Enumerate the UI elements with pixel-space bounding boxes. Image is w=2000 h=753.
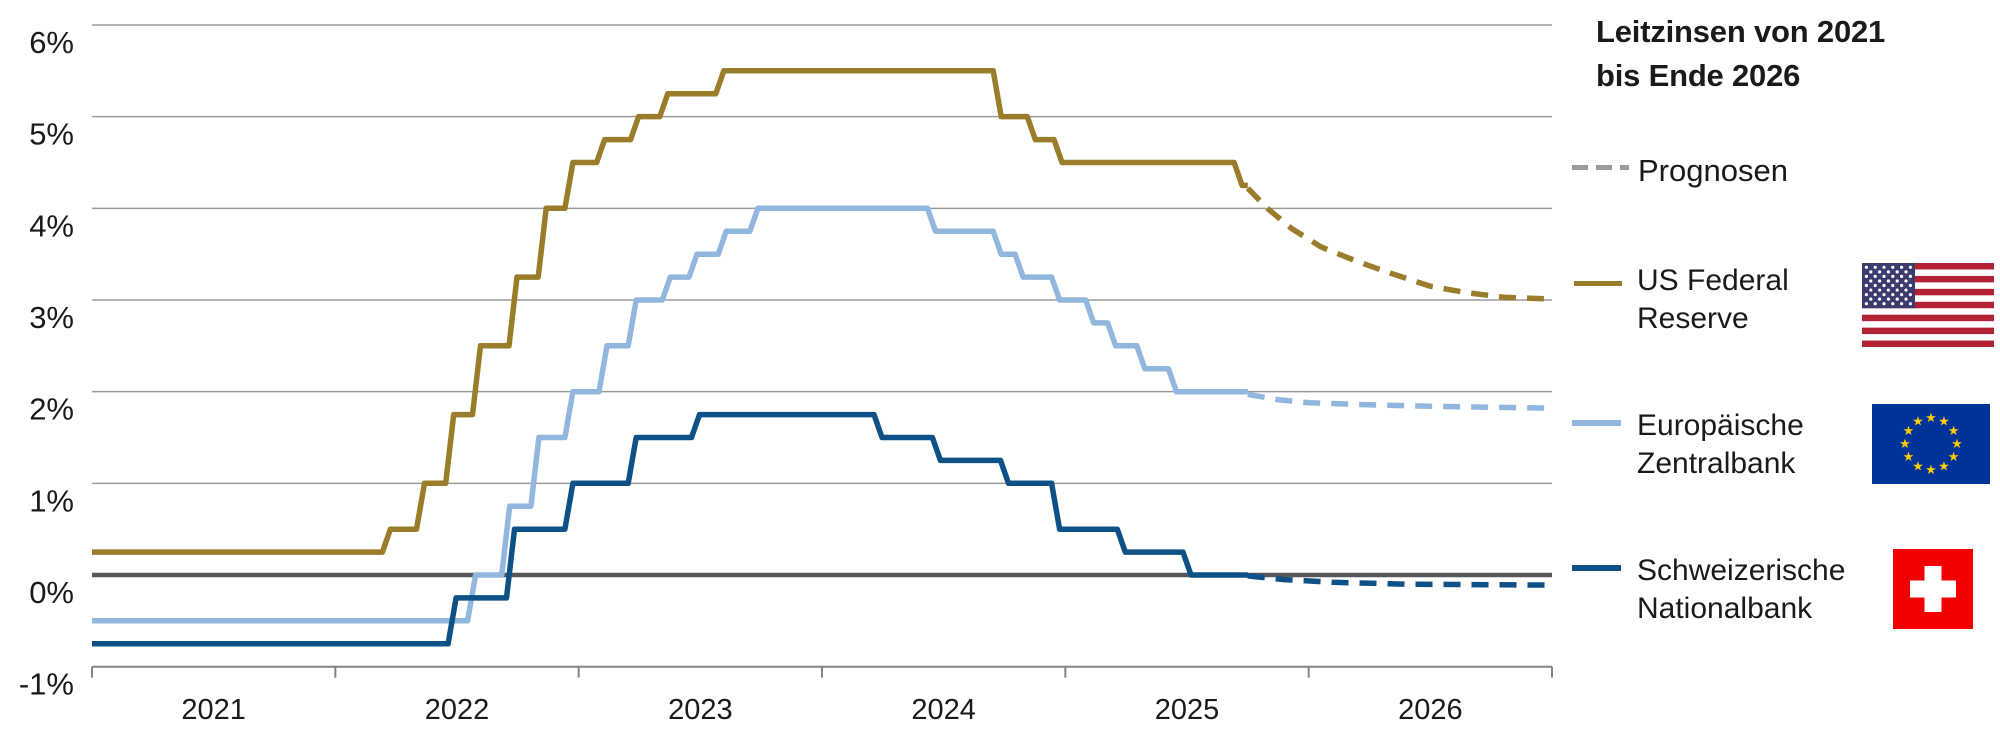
us-flag-icon: [1862, 263, 1994, 347]
series-line-1: [92, 205, 1248, 624]
svg-text:★: ★: [1912, 413, 1924, 428]
svg-text:4%: 4%: [29, 208, 74, 243]
svg-text:2025: 2025: [1155, 694, 1220, 726]
svg-text:2024: 2024: [911, 694, 976, 726]
svg-text:5%: 5%: [29, 117, 74, 152]
snb-line-swatch: [1572, 565, 1621, 571]
svg-text:2026: 2026: [1398, 694, 1463, 726]
series-line-2: [92, 411, 1248, 647]
x-axis-labels: 2021 2022 2023 2024 2025 2026: [181, 694, 1462, 726]
svg-text:★: ★: [1951, 436, 1963, 451]
fed-line-swatch: [1574, 281, 1622, 286]
svg-text:-1%: -1%: [19, 667, 74, 702]
svg-text:2021: 2021: [181, 694, 246, 726]
y-axis-labels: 6% 5% 4% 3% 2% 1% 0% -1%: [19, 25, 74, 702]
chart-title-line1: Leitzinsen von 2021: [1596, 14, 1886, 49]
chart-title-line2: bis Ende 2026: [1596, 58, 1801, 93]
chart-title: Leitzinsen von 2021 bis Ende 2026: [1596, 10, 1885, 98]
svg-text:2022: 2022: [425, 694, 490, 726]
svg-text:★: ★: [1912, 459, 1924, 474]
legend-label-snb: Schweizerische Nationalbank: [1637, 554, 1846, 625]
svg-text:★: ★: [1899, 436, 1911, 451]
svg-text:0%: 0%: [29, 575, 74, 610]
svg-text:★: ★: [1938, 413, 1950, 428]
eu-flag-icon: ★ ★★★★★★★★★★★: [1872, 404, 1990, 484]
legend-label-prognosen: Prognosen: [1638, 153, 1788, 188]
ch-flag-icon: [1893, 549, 1973, 629]
svg-text:★: ★: [1903, 449, 1915, 464]
svg-text:6%: 6%: [29, 25, 74, 60]
svg-text:1%: 1%: [29, 483, 74, 518]
legend-label-ecb: Europäische Zentralbank: [1637, 409, 1804, 480]
svg-text:★: ★: [1938, 459, 1950, 474]
svg-text:★: ★: [1948, 449, 1960, 464]
svg-text:★: ★: [1925, 410, 1937, 425]
svg-text:★: ★: [1903, 423, 1915, 438]
ecb-line-swatch: [1572, 420, 1621, 426]
series-line-0: [92, 68, 1248, 555]
svg-text:2%: 2%: [29, 392, 74, 427]
prognosen-dash-swatch: [1572, 165, 1629, 170]
series-forecast-1: [1247, 391, 1553, 411]
svg-text:★: ★: [1925, 462, 1937, 477]
svg-text:3%: 3%: [29, 300, 74, 335]
legend-label-fed: US Federal Reserve: [1637, 264, 1789, 335]
series-forecast-0: [1245, 186, 1553, 302]
x-axis: [91, 665, 1553, 678]
svg-text:2023: 2023: [668, 694, 733, 726]
series-forecast-2: [1247, 573, 1553, 588]
svg-text:★: ★: [1948, 423, 1960, 438]
